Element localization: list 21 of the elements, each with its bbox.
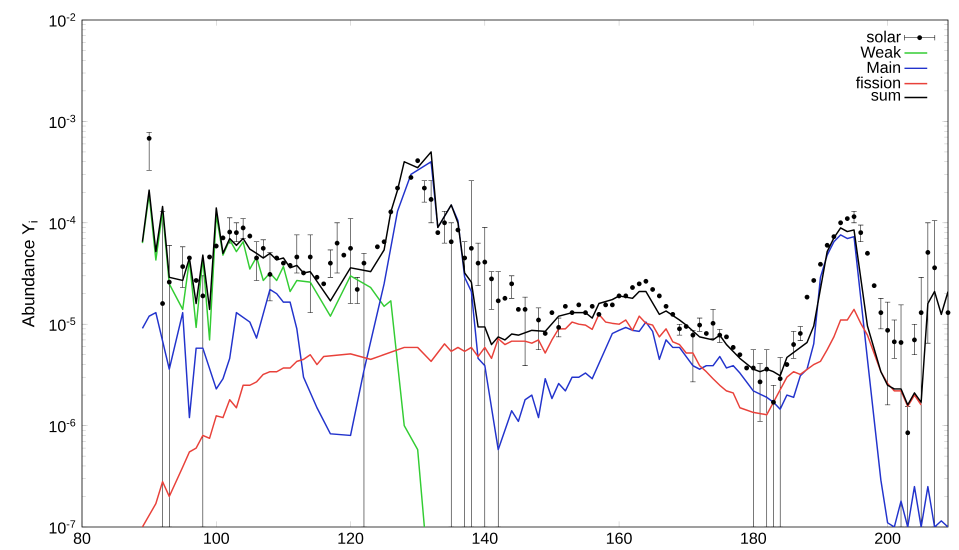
legend-label: sum [871, 92, 900, 101]
y-tick-label: 10$^{-4}$ [50, 216, 76, 230]
line-series [142, 161, 948, 528]
x-tick-label: 140 [472, 532, 498, 544]
legend-label: Weak [860, 46, 902, 58]
legend-label: Main [868, 61, 900, 74]
y-tick-label: 10$^{-5}$ [50, 318, 76, 331]
x-tick-label: 100 [204, 532, 229, 544]
line-series [142, 308, 922, 528]
legend-label: solar [866, 30, 901, 42]
y-axis-title: Abundance Y$_{i}$ [22, 221, 38, 328]
y-tick-label: 10$^{-2}$ [50, 13, 76, 27]
y-tick-label: 10$^{-7}$ [50, 520, 76, 534]
x-tick-label: 120 [338, 532, 364, 544]
y-tick-label: 10$^{-6}$ [50, 418, 76, 432]
x-tick-label: 80 [74, 532, 90, 544]
x-tick-label: 160 [606, 532, 632, 544]
y-tick-label: 10$^{-3}$ [50, 114, 76, 128]
x-tick-label: 180 [741, 532, 766, 544]
x-tick-label: 200 [875, 532, 900, 544]
legend-label: fission [856, 76, 900, 88]
